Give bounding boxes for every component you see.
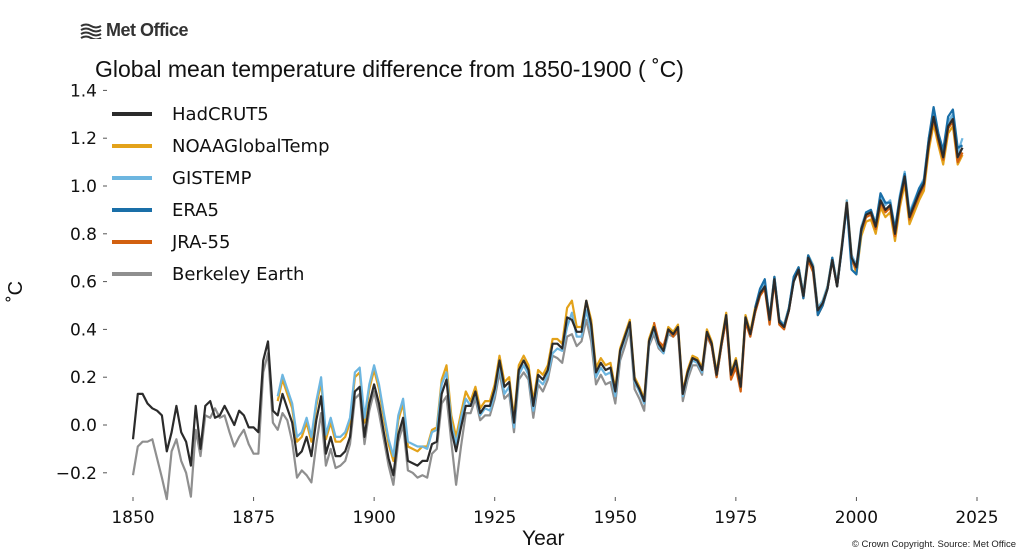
met-office-waves-icon [80,23,102,39]
x-tick-label: 1925 [473,508,516,528]
legend-swatch [112,208,152,212]
y-tick-label: 0.2 [70,368,97,388]
x-tick-label: 1850 [111,508,154,528]
legend-swatch [112,272,152,276]
legend-label: ERA5 [172,199,219,221]
legend-swatch [112,176,152,180]
y-tick-label: 0.4 [70,320,97,340]
legend-item: ERA5 [112,194,330,226]
y-tick-label: 0.8 [70,225,97,245]
legend-item: GISTEMP [112,162,330,194]
legend-label: HadCRUT5 [172,103,269,125]
x-tick-label: 1950 [594,508,637,528]
series-line-hadcrut5 [131,115,964,477]
y-tick-label: 1.4 [70,81,97,101]
x-tick-label: 1875 [232,508,275,528]
met-office-logo: Met Office [80,20,189,41]
x-tick-label: 2025 [955,508,998,528]
legend-label: GISTEMP [172,167,252,189]
legend-label: JRA-55 [172,231,231,253]
legend-item: Berkeley Earth [112,258,330,290]
legend: HadCRUT5 NOAAGlobalTemp GISTEMP ERA5 JRA-55 B… [112,98,330,290]
x-tick-label: 1975 [714,508,757,528]
legend-item: NOAAGlobalTemp [112,130,330,162]
chart-title: Global mean temperature difference from … [95,56,684,82]
legend-item: JRA-55 [112,226,330,258]
legend-swatch [112,144,152,148]
y-tick-label: 1.0 [70,177,97,197]
legend-label: NOAAGlobalTemp [172,135,330,157]
y-tick-label: 0.0 [70,416,97,436]
x-tick-label: 1900 [353,508,396,528]
y-tick-label: −0.2 [56,464,97,484]
logo-text: Met Office [106,20,189,40]
y-tick-label: 1.2 [70,129,97,149]
x-axis-label: Year [522,527,565,550]
x-tick-label: 2000 [835,508,878,528]
legend-label: Berkeley Earth [172,263,305,285]
copyright-note: © Crown Copyright. Source: Met Office [851,539,1016,550]
y-tick-label: 0.6 [70,273,97,293]
legend-item: HadCRUT5 [112,98,330,130]
series-line-gistemp [276,110,964,458]
legend-swatch [112,240,152,244]
legend-swatch [112,112,152,116]
